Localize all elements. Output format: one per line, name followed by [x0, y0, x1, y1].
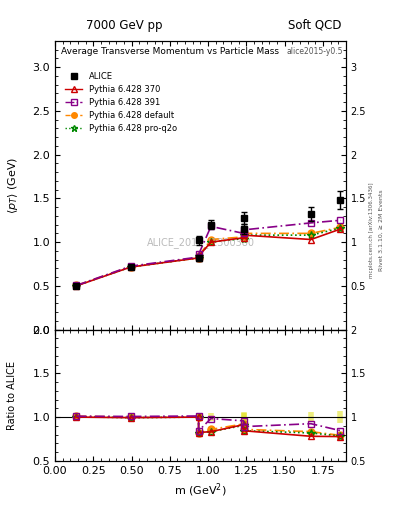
Y-axis label: Ratio to ALICE: Ratio to ALICE — [7, 360, 17, 430]
Text: ALICE_2014_I1300380: ALICE_2014_I1300380 — [147, 238, 254, 248]
Text: Soft QCD: Soft QCD — [288, 18, 342, 32]
Legend: ALICE, Pythia 6.428 370, Pythia 6.428 391, Pythia 6.428 default, Pythia 6.428 pr: ALICE, Pythia 6.428 370, Pythia 6.428 39… — [62, 68, 180, 137]
Text: alice2015-y0.5: alice2015-y0.5 — [286, 47, 343, 56]
Text: Average Transverse Momentum vs Particle Mass: Average Transverse Momentum vs Particle … — [61, 47, 279, 56]
Text: Rivet 3.1.10, ≥ 2M Events: Rivet 3.1.10, ≥ 2M Events — [379, 189, 384, 271]
Y-axis label: $\langle p_T \rangle$ (GeV): $\langle p_T \rangle$ (GeV) — [6, 157, 20, 214]
Text: mcplots.cern.ch [arXiv:1306.3436]: mcplots.cern.ch [arXiv:1306.3436] — [369, 183, 374, 278]
X-axis label: m (GeV$^2$): m (GeV$^2$) — [174, 481, 227, 499]
Text: 7000 GeV pp: 7000 GeV pp — [86, 18, 163, 32]
